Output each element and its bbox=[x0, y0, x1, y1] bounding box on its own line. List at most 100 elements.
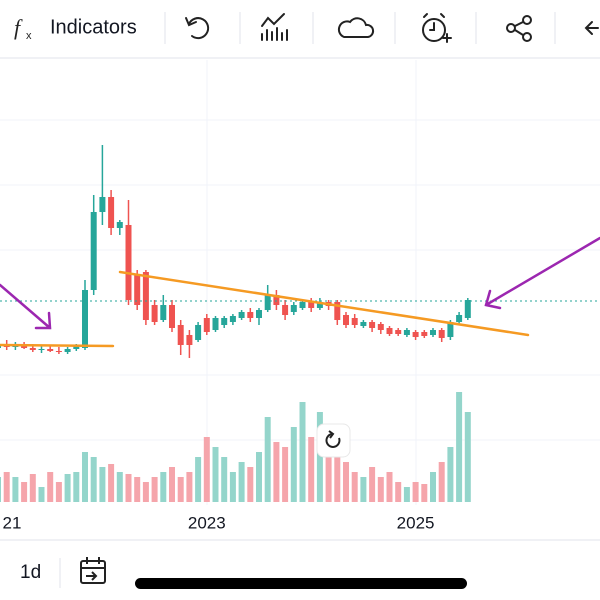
share-icon[interactable] bbox=[506, 23, 516, 33]
alarm-icon[interactable] bbox=[422, 18, 446, 42]
candle-body bbox=[343, 315, 349, 325]
indicators-icon[interactable]: f bbox=[14, 15, 23, 40]
volume-bar bbox=[38, 487, 45, 502]
chart-type-bars bbox=[261, 27, 288, 41]
volume-bar bbox=[386, 472, 393, 502]
toolbar: f x Indicators bbox=[0, 12, 600, 59]
volume-bar bbox=[334, 447, 341, 502]
volume-bar bbox=[299, 402, 306, 502]
candle-body bbox=[351, 318, 358, 325]
volume-bar bbox=[456, 392, 463, 502]
volume-bar bbox=[160, 472, 167, 502]
candle-body bbox=[29, 348, 36, 350]
volume-bar bbox=[47, 472, 54, 502]
volume-bar bbox=[308, 437, 315, 502]
toolbar-separators bbox=[164, 12, 556, 44]
candle-body bbox=[456, 315, 463, 322]
candle-body bbox=[82, 290, 88, 348]
x-tick-label: 21 bbox=[3, 513, 22, 532]
alarm-details bbox=[423, 13, 452, 43]
volume-bar bbox=[282, 447, 289, 502]
cloud-icon[interactable] bbox=[337, 17, 375, 38]
volume-bar bbox=[464, 412, 471, 502]
candle-body bbox=[308, 302, 315, 308]
volume-bar bbox=[325, 452, 332, 502]
home-indicator bbox=[135, 578, 467, 589]
candle-body bbox=[273, 295, 280, 305]
candle-body bbox=[203, 318, 210, 332]
candle-body bbox=[386, 328, 393, 334]
candle-body bbox=[55, 351, 62, 352]
volume-bar bbox=[203, 437, 210, 502]
candle-body bbox=[195, 325, 202, 340]
volume-bar bbox=[351, 472, 358, 502]
x-tick-label: 2023 bbox=[188, 513, 226, 532]
undo-icon[interactable] bbox=[188, 17, 210, 40]
volume-bar bbox=[369, 467, 376, 502]
reset-button[interactable] bbox=[316, 423, 351, 458]
back-icon[interactable] bbox=[584, 21, 599, 35]
volume-bar bbox=[360, 477, 367, 502]
volume-bar bbox=[229, 472, 236, 502]
candle-body bbox=[47, 349, 54, 351]
candle-body bbox=[256, 310, 262, 318]
volume-bar bbox=[264, 417, 271, 502]
candle-body bbox=[264, 295, 271, 310]
candle-body bbox=[64, 349, 71, 352]
candle-body bbox=[229, 316, 236, 322]
candle-body bbox=[169, 305, 175, 328]
volume-bar bbox=[438, 462, 445, 502]
date-range-icon[interactable] bbox=[80, 557, 106, 584]
candle-body bbox=[38, 349, 45, 350]
volume-bar bbox=[169, 467, 175, 502]
candle-body bbox=[464, 300, 471, 318]
candle-body bbox=[151, 305, 158, 322]
candle-body bbox=[316, 302, 323, 308]
timeframe-button[interactable]: 1d bbox=[20, 562, 41, 583]
share-node bbox=[522, 15, 532, 25]
indicators-button[interactable]: Indicators bbox=[50, 16, 137, 38]
trend-lines bbox=[0, 270, 530, 348]
volume-bar bbox=[64, 474, 71, 502]
candle-body bbox=[403, 330, 410, 335]
share-node bbox=[522, 32, 532, 42]
candle-body bbox=[134, 275, 141, 305]
volume-bar bbox=[238, 462, 245, 502]
candle-body bbox=[247, 312, 254, 318]
volume-bar bbox=[247, 467, 254, 502]
volume-bar bbox=[316, 412, 323, 502]
candle-body bbox=[160, 305, 167, 320]
candle-body bbox=[21, 345, 28, 348]
volume-bar bbox=[290, 427, 297, 502]
volume-bar bbox=[221, 457, 228, 502]
candle-body bbox=[369, 322, 376, 328]
volume-bar bbox=[343, 462, 349, 502]
chart-type-icon[interactable] bbox=[261, 13, 285, 27]
candle-body bbox=[90, 212, 97, 290]
candle-body bbox=[438, 330, 445, 338]
volume-bar bbox=[21, 482, 28, 502]
candle-body bbox=[421, 332, 428, 336]
volume-bar bbox=[29, 474, 36, 502]
volume-bar bbox=[125, 474, 132, 502]
candle-body bbox=[395, 330, 402, 334]
volume-bar bbox=[134, 477, 141, 502]
arrows bbox=[0, 236, 600, 330]
volume-bar bbox=[142, 482, 149, 502]
candle-body bbox=[447, 322, 454, 337]
volume-bar bbox=[82, 452, 88, 502]
volume-bar bbox=[447, 447, 454, 502]
candle-body bbox=[108, 197, 115, 228]
x-tick-label: 2025 bbox=[397, 513, 435, 532]
volume-bar bbox=[256, 452, 262, 502]
volume-bar bbox=[377, 477, 384, 502]
candle-body bbox=[334, 302, 341, 320]
volume-bar bbox=[108, 464, 115, 502]
volume-bar bbox=[12, 477, 19, 502]
volume-bar bbox=[151, 477, 158, 502]
volume-bar bbox=[273, 442, 280, 502]
share-links bbox=[514, 21, 524, 36]
candle-body bbox=[299, 302, 306, 308]
